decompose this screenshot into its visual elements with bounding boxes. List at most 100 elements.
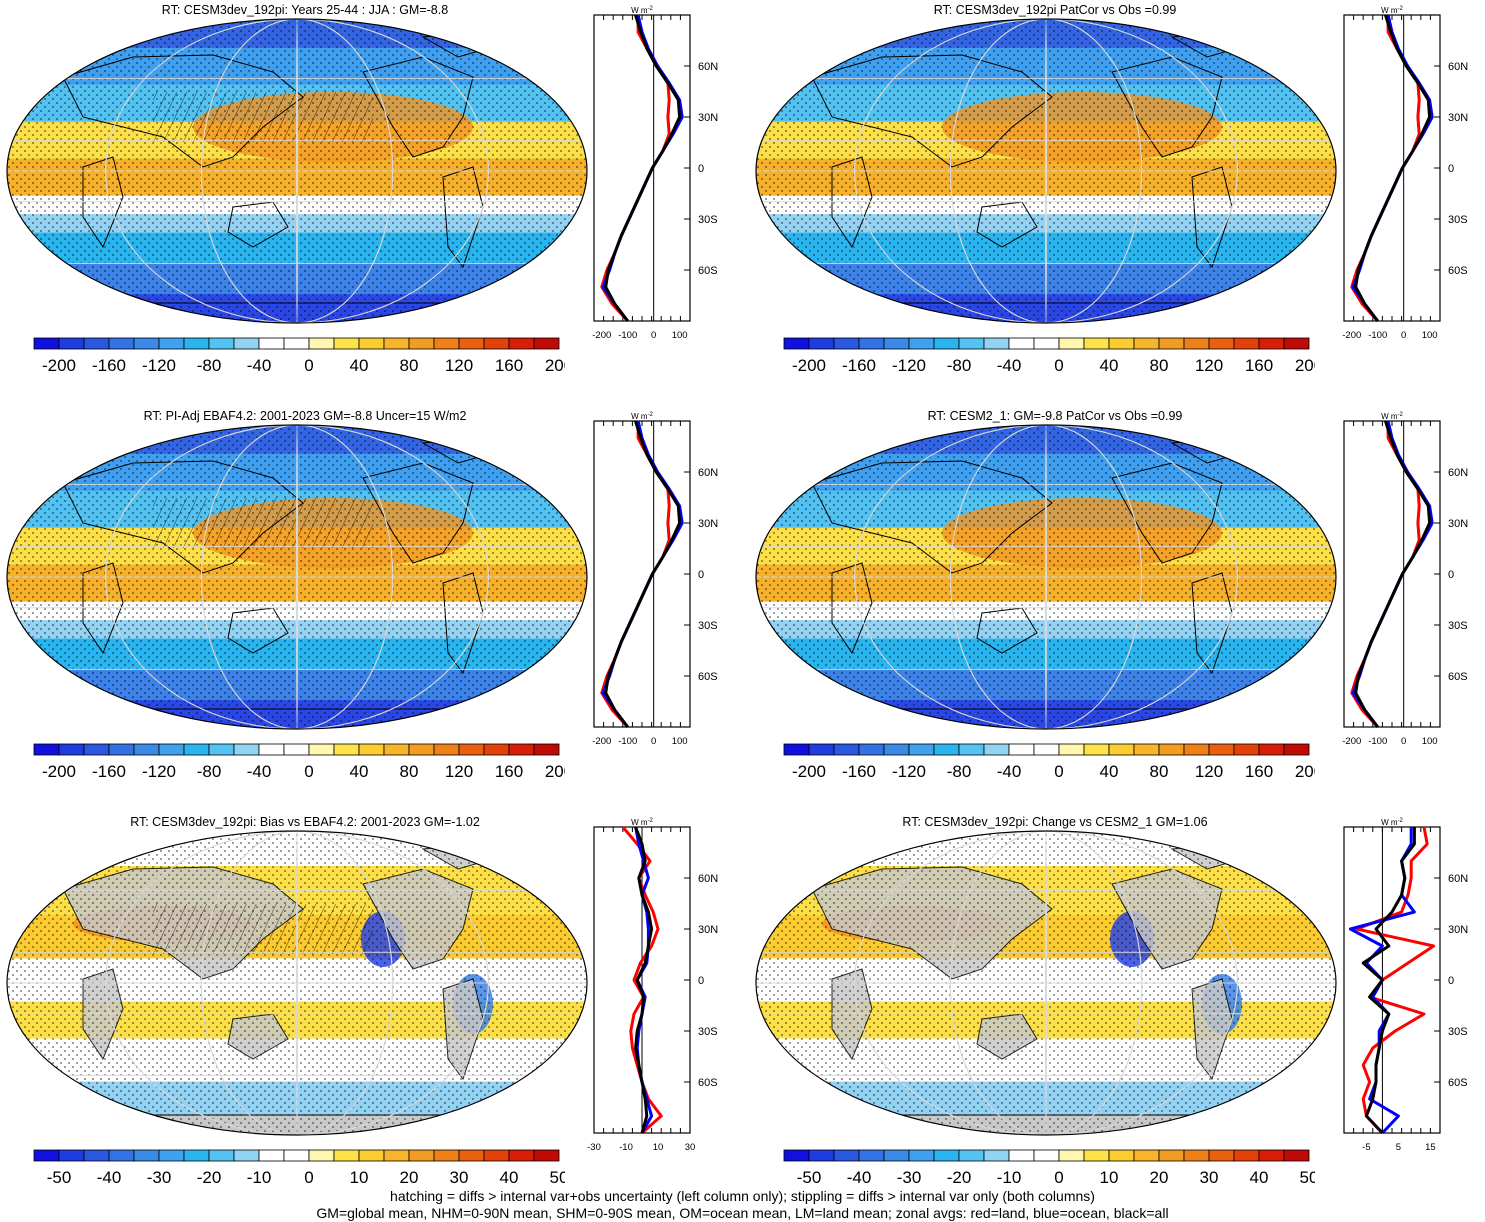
colorbar-swatch [1233, 1149, 1260, 1162]
colorbar-swatch [1083, 1149, 1110, 1162]
zonal-profile-2: W m-2 -200 -100 0 100 60N 30N 0 30S 60S [592, 412, 718, 747]
footer-hatching-note: hatching = diffs > internal var+obs unce… [390, 1188, 1095, 1204]
colorbar-swatch [1283, 1149, 1310, 1162]
lat-tick-label: 60S [1448, 671, 1468, 683]
panel-title-0: RT: CESM3dev_192pi: Years 25-44 : JJA : … [161, 3, 449, 17]
colorbar-swatch [133, 743, 160, 756]
lat-tick-label: 0 [1448, 975, 1454, 987]
colorbar-tick-label: 40 [1250, 1168, 1269, 1187]
colorbar-swatch [333, 1149, 360, 1162]
colorbar-swatch [458, 743, 485, 756]
colorbar-swatch [1233, 337, 1260, 350]
colorbar-tick-label: 40 [350, 762, 369, 781]
lat-tick-label: 0 [698, 975, 704, 987]
lat-tick-label: 60N [698, 873, 718, 885]
colorbar-3: -200 -160 -120 -80 -40 0 40 80 120 160 200 [783, 743, 1315, 781]
colorbar-tick-label: -50 [47, 1168, 72, 1187]
colorbar-swatch [108, 337, 135, 350]
colorbar-tick-label: 200 [545, 356, 565, 375]
colorbar-tick-label: 120 [1195, 762, 1223, 781]
panel-title-4: RT: CESM3dev_192pi: Bias vs EBAF4.2: 200… [130, 815, 480, 829]
colorbar-tick-label: 160 [1245, 762, 1273, 781]
zonal-all-line [634, 826, 654, 1134]
colorbar-swatch [1283, 743, 1310, 756]
colorbar-tick-label: -30 [897, 1168, 922, 1187]
colorbar-swatch [508, 337, 535, 350]
colorbar-tick-label: 200 [1295, 356, 1315, 375]
colorbar-swatch [133, 337, 160, 350]
colorbar-swatch [383, 743, 410, 756]
map-1 [755, 18, 1337, 324]
colorbar-swatch [808, 1149, 835, 1162]
colorbar-swatch [133, 1149, 160, 1162]
zonal-unit-label: W m-2 [1381, 6, 1403, 15]
colorbar-tick-label: -120 [142, 762, 176, 781]
colorbar-swatch [158, 743, 185, 756]
colorbar-swatch [308, 1149, 335, 1162]
colorbar-tick-label: -80 [197, 762, 222, 781]
colorbar-tick-label: 0 [304, 356, 313, 375]
colorbar-tick-label: 40 [500, 1168, 519, 1187]
colorbar-swatch [783, 1149, 810, 1162]
colorbar-swatch [1283, 337, 1310, 350]
zonal-xtick-label: -200 [592, 736, 611, 747]
colorbar-swatch [533, 743, 560, 756]
colorbar-tick-label: -40 [247, 762, 272, 781]
colorbar-swatch [233, 1149, 260, 1162]
colorbar-swatch [1158, 743, 1185, 756]
zonal-land-line [1350, 15, 1421, 323]
colorbar-swatch [858, 1149, 885, 1162]
zonal-profile-4: W m-2 -30 -10 10 30 60N 30N 0 30S 60S [587, 818, 718, 1153]
colorbar-swatch [158, 1149, 185, 1162]
colorbar-swatch [1183, 743, 1210, 756]
colorbar-tick-label: -120 [892, 356, 926, 375]
zonal-xtick-label: 0 [1401, 736, 1406, 747]
colorbar-tick-label: -40 [97, 1168, 122, 1187]
colorbar-tick-label: 20 [400, 1168, 419, 1187]
colorbar-swatch [933, 337, 960, 350]
zonal-all-line [1354, 14, 1432, 322]
zonal-xtick-label: 5 [1396, 1142, 1401, 1153]
colorbar-swatch [883, 1149, 910, 1162]
colorbar-swatch [33, 743, 60, 756]
zonal-xtick-label: -100 [1368, 736, 1387, 747]
colorbar-tick-label: 40 [1100, 762, 1119, 781]
colorbar-swatch [233, 337, 260, 350]
colorbar-swatch [208, 743, 235, 756]
colorbar-tick-label: -120 [142, 356, 176, 375]
zonal-xtick-label: 100 [1422, 330, 1438, 341]
colorbar-swatch [1258, 743, 1285, 756]
colorbar-swatch [283, 337, 310, 350]
colorbar-swatch [208, 337, 235, 350]
colorbar-swatch [1008, 1149, 1035, 1162]
lat-tick-label: 30N [698, 518, 718, 530]
colorbar-tick-label: 0 [1054, 762, 1063, 781]
lat-tick-label: 60S [698, 1077, 718, 1089]
colorbar-tick-label: -80 [947, 762, 972, 781]
colorbar-swatch [533, 337, 560, 350]
colorbar-swatch [1208, 337, 1235, 350]
colorbar-swatch [783, 337, 810, 350]
zonal-profile-5: W m-2 -5 5 15 60N 30N 0 30S 60S [1343, 818, 1468, 1153]
colorbar-swatch [808, 337, 835, 350]
map-5 [755, 830, 1337, 1136]
zonal-unit-label: W m-2 [631, 818, 653, 827]
zonal-xtick-label: 0 [1401, 330, 1406, 341]
colorbar-tick-label: -200 [42, 762, 76, 781]
zonal-ocean-line [1351, 420, 1434, 728]
colorbar-swatch [933, 1149, 960, 1162]
colorbar-swatch [433, 1149, 460, 1162]
colorbar-swatch [483, 1149, 510, 1162]
zonal-land-line [600, 15, 671, 323]
colorbar-swatch [1008, 337, 1035, 350]
zonal-profile-0: W m-2 -200 -100 0 100 60N 30N 0 30S 60S [592, 6, 718, 341]
colorbar-swatch [983, 337, 1010, 350]
colorbar-swatch [508, 1149, 535, 1162]
colorbar-swatch [833, 743, 860, 756]
lat-tick-label: 30N [698, 924, 718, 936]
colorbar-swatch [258, 1149, 285, 1162]
lat-tick-label: 60S [1448, 265, 1468, 277]
colorbar-swatch [1133, 337, 1160, 350]
colorbar-swatch [1108, 1149, 1135, 1162]
colorbar-tick-label: -200 [792, 356, 826, 375]
